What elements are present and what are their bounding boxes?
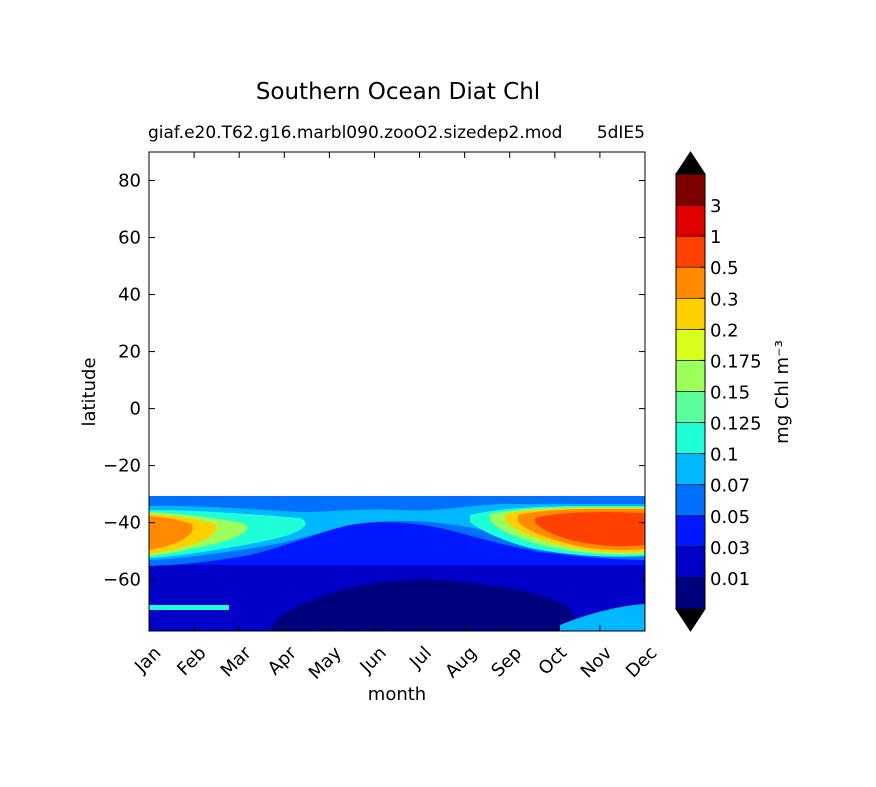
y-tick-label: 0 [130,399,141,420]
x-tick-label: Oct [534,643,571,680]
contour-level-dec-south [560,604,645,631]
colorbar-segment [675,329,706,361]
colorbar-tick-label: 0.03 [710,538,750,559]
colorbar-tick-label: 0.01 [710,569,750,590]
colorbar-segment [675,453,706,486]
y-tick-label: −40 [103,513,141,534]
colorbar-segment [675,235,706,268]
x-tick-label: Feb [173,643,210,680]
colorbar: 0.01 0.03 0.05 0.07 0.1 0.125 0.15 0.175 0.2 0.3 0… [675,151,762,632]
colorbar-tick-label: 0.15 [710,383,750,404]
contour-level-min [270,579,582,631]
colorbar-label: mg Chl m⁻³ [772,340,793,444]
y-tick-label: 60 [118,228,141,249]
x-tick-label: Jun [355,643,390,678]
colorbar-tick-label: 0.5 [710,258,739,279]
y-tick-label: 80 [118,171,141,192]
colorbar-segment [675,422,706,454]
x-tick-label: Nov [577,642,617,682]
chart-subtitle-right: 5dIE5 [597,123,645,143]
colorbar-tick-label: 0.05 [710,507,750,528]
y-tick-label: 20 [118,342,141,363]
colorbar-tick-label: 0.07 [710,476,750,497]
colorbar-segment [675,484,706,517]
colorbar-tick-label: 0.2 [710,320,739,341]
colorbar-segment [675,391,706,423]
x-tick-label: May [305,642,346,683]
colorbar-segment [675,204,706,237]
colorbar-segment [675,515,706,548]
chart-title: Southern Ocean Diat Chl [256,79,540,105]
contour-level-southern-strip [149,605,229,610]
colorbar-tick-label: 0.175 [710,351,762,372]
contour-level-0.5-right [535,512,645,547]
x-tick-label: Jul [405,643,436,674]
colorbar-segment [675,360,706,392]
colorbar-segment [675,546,706,579]
x-tick-label: Sep [487,643,526,682]
colorbar-tick-label: 3 [710,196,721,217]
plot-frame [148,151,646,632]
contour-level-0.3-left [149,516,193,550]
colorbar-tick-label: 0.3 [710,289,739,310]
colorbar-extend-max [675,151,706,175]
x-tick-label: Jan [130,643,165,678]
chart-subtitle-left: giaf.e20.T62.g16.marbl090.zooO2.sizedep2… [148,123,562,143]
colorbar-segment [675,173,706,206]
colorbar-segment [675,266,706,299]
colorbar-tick-label: 1 [710,227,721,248]
x-tick-label: Dec [622,643,661,682]
x-tick-label: Mar [217,642,256,681]
colorbar-tick-label: 0.1 [710,445,739,466]
y-tick-label: −60 [103,570,141,591]
y-ticks: 80 60 40 20 0 −20 −40 −60 [103,171,645,591]
y-tick-label: −20 [103,456,141,477]
colorbar-segment [675,577,706,610]
contour-field [149,496,645,631]
y-axis-label: latitude [79,357,100,426]
colorbar-segment [675,297,706,330]
colorbar-tick-label: 0.125 [710,414,762,435]
x-tick-label: Aug [441,643,481,683]
y-tick-label: 40 [118,285,141,306]
colorbar-frame [675,173,706,610]
x-axis-label: month [368,684,426,705]
colorbar-extend-min [675,608,706,632]
x-tick-label: Apr [264,642,301,679]
